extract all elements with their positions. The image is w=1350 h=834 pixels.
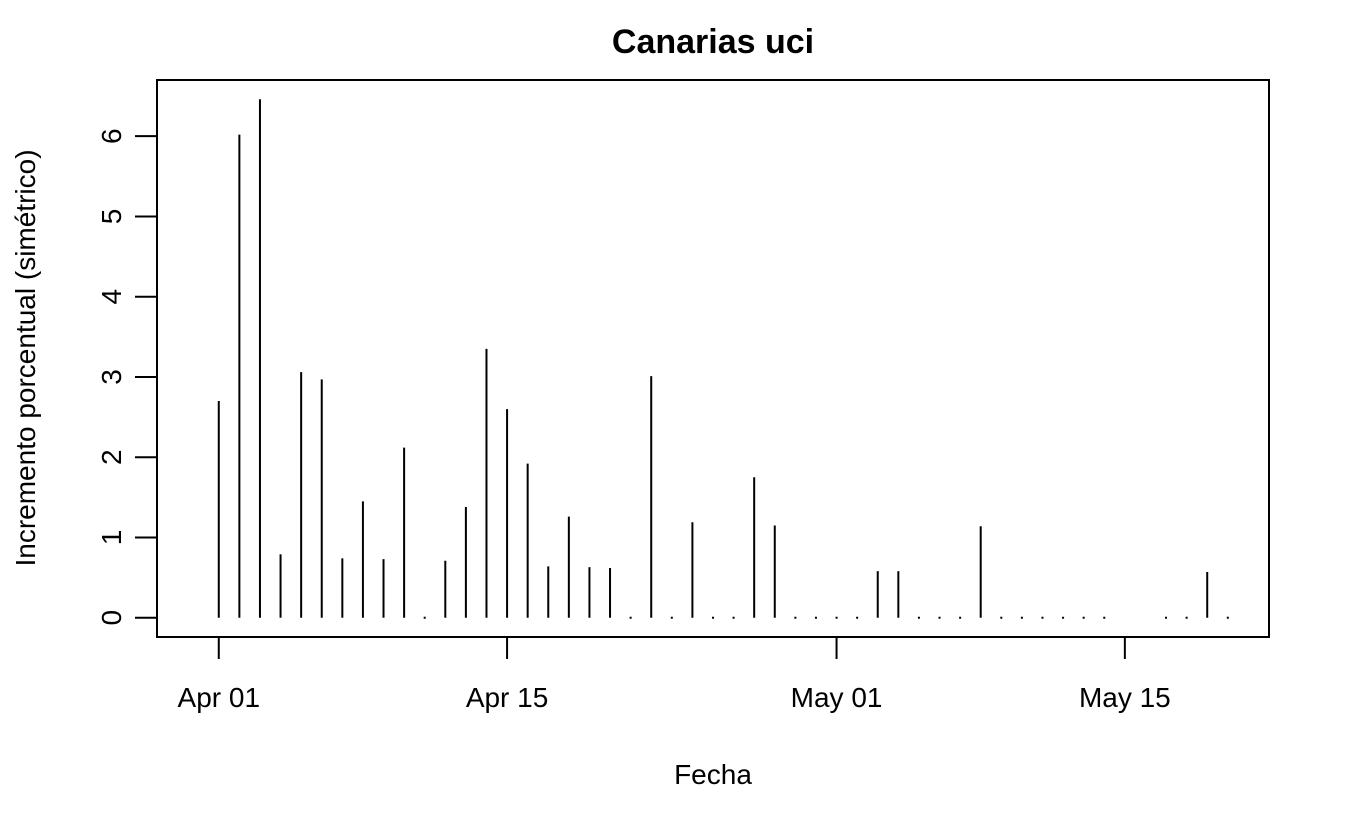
data-point-zero xyxy=(670,616,673,619)
y-axis: 0 1 2 3 4 5 6 xyxy=(96,128,158,626)
data-point-zero xyxy=(938,616,941,619)
x-axis-label: Fecha xyxy=(674,759,752,790)
data-point-zero xyxy=(1103,616,1106,619)
data-point-zero xyxy=(732,616,735,619)
y-axis-label: Incremento porcentual (simétrico) xyxy=(10,149,41,566)
y-tick-label: 2 xyxy=(96,449,127,465)
data-point-zero xyxy=(1000,616,1003,619)
data-point-zero xyxy=(1226,616,1229,619)
x-tick-label: May 01 xyxy=(791,682,883,713)
y-tick-label: 5 xyxy=(96,209,127,225)
y-tick-label: 3 xyxy=(96,369,127,385)
data-point-zero xyxy=(959,616,962,619)
data-point-zero xyxy=(1185,616,1188,619)
x-tick-label: Apr 15 xyxy=(466,682,549,713)
y-tick-label: 6 xyxy=(96,128,127,144)
data-point-zero xyxy=(629,616,632,619)
x-tick-label: May 15 xyxy=(1079,682,1171,713)
y-tick-label: 0 xyxy=(96,610,127,626)
data-point-zero xyxy=(1082,616,1085,619)
data-point-zero xyxy=(856,616,859,619)
data-point-zero xyxy=(1041,616,1044,619)
data-marks xyxy=(217,99,1229,619)
plot-frame xyxy=(156,79,1270,638)
data-point-zero xyxy=(1165,616,1168,619)
data-point-zero xyxy=(712,616,714,619)
chart-title: Canarias uci xyxy=(612,23,814,61)
data-point-zero xyxy=(814,616,817,619)
data-point-zero xyxy=(917,616,920,619)
data-point-zero xyxy=(1062,616,1065,619)
data-point-zero xyxy=(835,616,838,619)
data-point-zero xyxy=(423,616,426,619)
data-point-zero xyxy=(1020,616,1023,619)
x-tick-label: Apr 01 xyxy=(178,682,261,713)
y-tick-label: 4 xyxy=(96,289,127,305)
y-tick-label: 1 xyxy=(96,530,127,546)
x-axis: Apr 01 Apr 15 May 01 May 15 xyxy=(178,636,1171,713)
data-point-zero xyxy=(794,616,797,619)
